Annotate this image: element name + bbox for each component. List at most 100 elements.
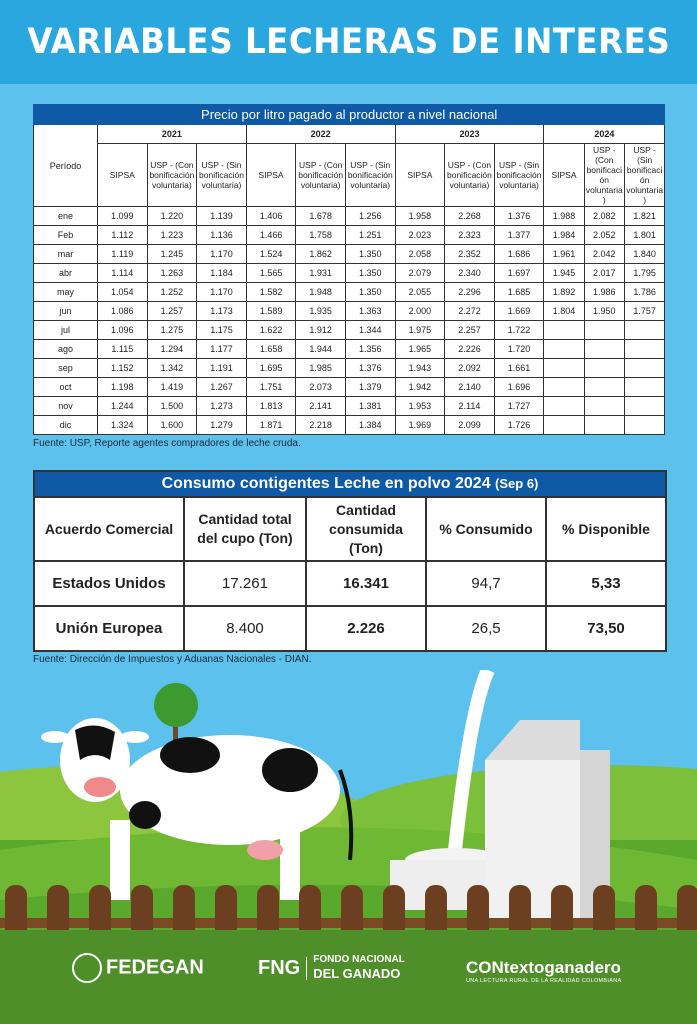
price-cell: 1.935 <box>295 301 346 321</box>
price-cell: 1.600 <box>146 415 198 435</box>
price-cell: 1.136 <box>196 225 247 245</box>
subheader-usp-con: USP - (Con bonificación voluntaria) <box>444 143 495 207</box>
price-cell: 1.986 <box>583 282 625 302</box>
price-cell: 1.381 <box>344 396 396 416</box>
price-cell: 1.931 <box>295 263 346 283</box>
price-cell: 1.943 <box>394 358 446 378</box>
table-row: Estados Unidos 17.261 16.341 94,7 5,33 <box>33 560 668 607</box>
price-cell <box>623 415 666 435</box>
price-cell: 1.695 <box>245 358 297 378</box>
table-row: oct 1.198 1.419 1.267 1.751 2.073 1.379 1.942 2.… <box>33 377 666 397</box>
consumed-cell: 2.226 <box>305 605 427 652</box>
price-cell: 1.669 <box>493 301 545 321</box>
subheader-sipsa: SIPSA <box>394 143 446 207</box>
price-cell: 1.678 <box>295 206 346 226</box>
price-cell: 1.524 <box>245 244 297 264</box>
consumption-title-note: (Sep 6) <box>495 476 539 491</box>
price-cell: 1.948 <box>295 282 346 302</box>
price-cell: 1.344 <box>344 320 396 340</box>
price-cell: 1.350 <box>344 282 396 302</box>
price-cell: 1.099 <box>97 206 148 226</box>
year-header: 2024 <box>543 124 666 144</box>
price-cell: 1.350 <box>344 244 396 264</box>
contexto-logo-text: CONtextoganadero <box>466 958 621 977</box>
price-cell: 2.017 <box>583 263 625 283</box>
price-cell: 1.786 <box>623 282 666 302</box>
price-cell: 1.152 <box>97 358 148 378</box>
period-header: Período <box>33 124 98 207</box>
month-cell: abr <box>33 263 98 283</box>
price-cell: 2.226 <box>444 339 495 359</box>
price-cell: 2.352 <box>444 244 495 264</box>
price-cell: 1.279 <box>196 415 247 435</box>
price-cell: 2.000 <box>394 301 446 321</box>
month-cell: nov <box>33 396 98 416</box>
pct-available-cell: 73,50 <box>544 605 668 652</box>
price-cell: 2.323 <box>444 225 495 245</box>
price-cell: 1.170 <box>196 244 247 264</box>
price-cell <box>623 377 666 397</box>
pct-consumed-cell: 94,7 <box>425 560 547 607</box>
tree-icon <box>154 683 198 745</box>
price-cell: 2.023 <box>394 225 446 245</box>
price-cell: 1.953 <box>394 396 446 416</box>
month-cell: may <box>33 282 98 302</box>
price-cell: 1.419 <box>146 377 198 397</box>
col-header: Cantidad total del cupo (Ton) <box>183 496 307 562</box>
price-cell: 1.950 <box>583 301 625 321</box>
price-cell: 1.376 <box>493 206 545 226</box>
price-cell: 1.096 <box>97 320 148 340</box>
table-row: nov 1.244 1.500 1.273 1.813 2.141 1.381 1.953 2.… <box>33 396 666 416</box>
price-cell: 1.801 <box>623 225 666 245</box>
price-cell: 1.244 <box>97 396 148 416</box>
price-cell: 1.589 <box>245 301 297 321</box>
price-cell: 1.356 <box>344 339 396 359</box>
price-cell <box>543 396 585 416</box>
price-cell: 1.720 <box>493 339 545 359</box>
price-cell: 1.658 <box>245 339 297 359</box>
price-cell: 1.170 <box>196 282 247 302</box>
price-cell: 1.751 <box>245 377 297 397</box>
farm-illustration <box>0 670 697 1024</box>
price-cell: 1.969 <box>394 415 446 435</box>
price-cell: 1.892 <box>543 282 585 302</box>
table-row: jul 1.096 1.275 1.175 1.622 1.912 1.344 1.975 2.… <box>33 320 666 340</box>
price-cell: 1.813 <box>245 396 297 416</box>
table-row: ene 1.099 1.220 1.139 1.406 1.678 1.256 1.958 2.… <box>33 206 666 226</box>
price-cell: 1.961 <box>543 244 585 264</box>
price-cell: 1.722 <box>493 320 545 340</box>
header-banner: VARIABLES LECHERAS DE INTERES <box>0 0 697 84</box>
price-cell <box>543 339 585 359</box>
price-cell: 2.055 <box>394 282 446 302</box>
price-cell: 1.686 <box>493 244 545 264</box>
cow-illustration <box>41 718 354 900</box>
month-cell: ene <box>33 206 98 226</box>
price-cell: 1.251 <box>344 225 396 245</box>
month-cell: ago <box>33 339 98 359</box>
contexto-tagline: UNA LECTURA RURAL DE LA REALIDAD COLOMBI… <box>466 978 622 984</box>
price-cell: 1.697 <box>493 263 545 283</box>
price-cell: 1.198 <box>97 377 148 397</box>
fng-line2: DEL GANADO <box>313 966 401 981</box>
table-row: abr 1.114 1.263 1.184 1.565 1.931 1.350 2.079 2.… <box>33 263 666 283</box>
price-cell: 1.727 <box>493 396 545 416</box>
subheader-sipsa: SIPSA <box>245 143 297 207</box>
table-row: sep 1.152 1.342 1.191 1.695 1.985 1.376 1.943 2.… <box>33 358 666 378</box>
price-cell <box>623 358 666 378</box>
table-row: Feb 1.112 1.223 1.136 1.466 1.758 1.251 2.023 2.… <box>33 225 666 245</box>
fng-logo-mark: FNG <box>258 956 308 980</box>
consumed-cell: 16.341 <box>305 560 427 607</box>
price-cell <box>583 320 625 340</box>
price-cell: 1.862 <box>295 244 346 264</box>
price-table-section: Precio por litro pagado al productor a n… <box>32 104 666 449</box>
price-cell: 1.984 <box>543 225 585 245</box>
price-cell: 1.965 <box>394 339 446 359</box>
price-cell: 1.466 <box>245 225 297 245</box>
price-cell: 2.257 <box>444 320 495 340</box>
price-cell: 1.350 <box>344 263 396 283</box>
price-table: Precio por litro pagado al productor a n… <box>32 104 666 435</box>
price-cell: 1.821 <box>623 206 666 226</box>
subheader-sipsa: SIPSA <box>97 143 148 207</box>
milk-carton-illustration <box>485 720 610 920</box>
price-cell: 1.565 <box>245 263 297 283</box>
